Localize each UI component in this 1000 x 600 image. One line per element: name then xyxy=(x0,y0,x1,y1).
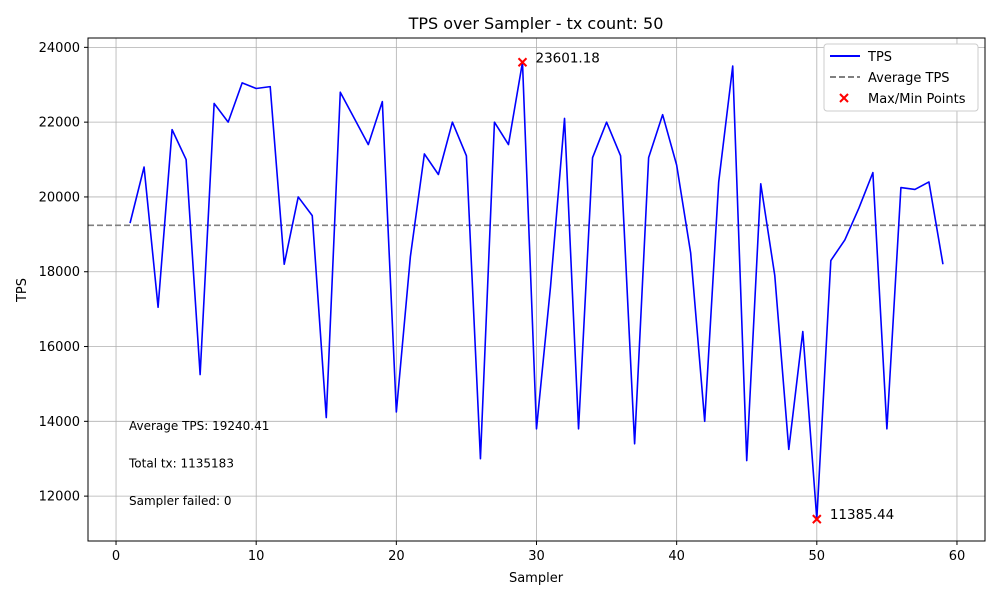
y-tick-label: 22000 xyxy=(39,116,80,131)
x-tick-label: 10 xyxy=(248,549,265,564)
y-tick-label: 24000 xyxy=(39,41,80,56)
min-point-marker xyxy=(812,514,822,524)
plot-frame xyxy=(87,37,986,542)
y-tick-label: 18000 xyxy=(39,265,80,280)
legend-points-swatch xyxy=(839,93,849,103)
legend-average-label: Average TPS xyxy=(868,71,950,86)
tps-series-group xyxy=(129,61,944,520)
y-axis-label: TPS xyxy=(15,278,30,303)
min-point-label: 11385.44 xyxy=(830,507,894,523)
y-tick-label: 20000 xyxy=(39,190,80,205)
annotations-group: Average TPS: 19240.41 Total tx: 1135183 Sa… xyxy=(128,419,269,508)
y-tick-label: 14000 xyxy=(39,415,80,430)
x-tick-label: 50 xyxy=(809,549,826,564)
y-tick-label: 12000 xyxy=(39,490,80,505)
sampler-failed-annotation: Sampler failed: 0 xyxy=(129,494,231,508)
x-tick-label: 0 xyxy=(112,549,120,564)
x-tick-label: 20 xyxy=(388,549,405,564)
legend-points-label: Max/Min Points xyxy=(868,92,966,107)
chart-title: TPS over Sampler - tx count: 50 xyxy=(408,14,664,33)
max-min-points-group: 23601.18 11385.44 xyxy=(517,50,894,524)
x-tick-label: 60 xyxy=(949,549,966,564)
max-point-label: 23601.18 xyxy=(535,50,599,66)
legend: TPS Average TPS Max/Min Points xyxy=(823,43,979,112)
tps-line xyxy=(129,61,944,520)
axis-ticks: 0 10 20 30 40 50 60 12000 14000 16000 18000 20000 22… xyxy=(39,41,966,564)
legend-tps-label: TPS xyxy=(867,50,892,65)
legend-box xyxy=(823,43,979,112)
marker-stroke xyxy=(517,57,528,67)
x-tick-label: 30 xyxy=(528,549,545,564)
average-tps-annotation: Average TPS: 19240.41 xyxy=(129,419,269,433)
max-point-marker xyxy=(517,57,528,67)
x-tick-label: 40 xyxy=(668,549,685,564)
x-axis-label: Sampler xyxy=(509,571,564,586)
y-tick-label: 16000 xyxy=(39,340,80,355)
total-tx-annotation: Total tx: 1135183 xyxy=(128,457,234,471)
marker-stroke xyxy=(812,514,822,524)
